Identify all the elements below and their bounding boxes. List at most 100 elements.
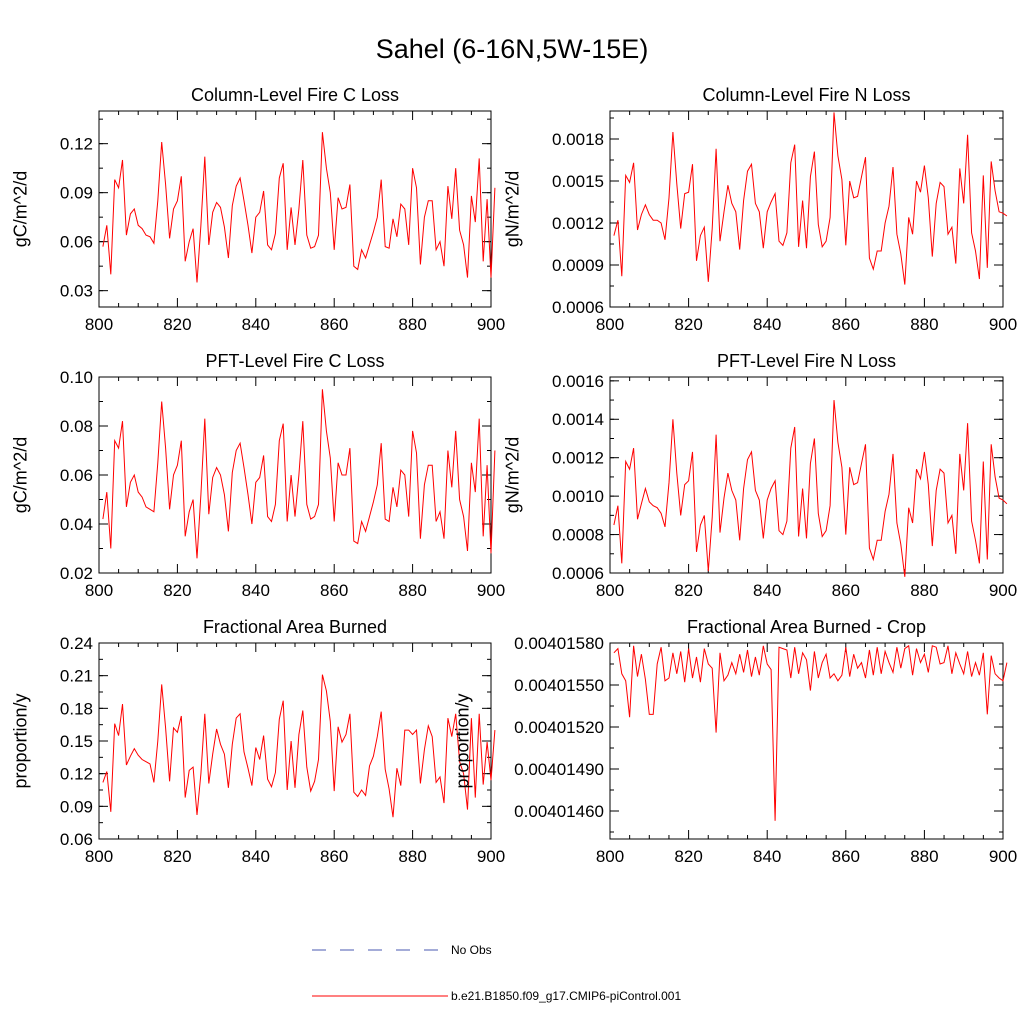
panel-title: PFT-Level Fire N Loss [717,351,896,371]
series-line [613,644,1008,821]
x-tick-label: 880 [398,847,426,866]
chart-panel-6: Fractional Area Burned - Crop proportion/… [452,617,1017,866]
x-tick-label: 820 [674,581,702,600]
x-tick-label: 900 [989,315,1017,334]
series-line [102,389,496,559]
y-axis-label: gC/m^2/d [10,437,30,513]
x-tick-label: 800 [85,847,113,866]
x-tick-label: 800 [85,581,113,600]
x-tick-label: 880 [910,847,938,866]
x-tick-label: 840 [242,847,270,866]
x-tick-label: 800 [596,581,624,600]
y-axis-label: gN/m^2/d [502,437,522,513]
y-tick-label: 0.09 [60,184,93,203]
y-tick-label: 0.15 [60,732,93,751]
legend: No Obs b.e21.B1850.f09_g17.CMIP6-piContro… [312,943,681,1003]
x-tick-label: 820 [674,847,702,866]
y-tick-label: 0.0009 [552,256,604,275]
x-tick-label: 900 [477,581,505,600]
y-tick-label: 0.0010 [552,487,604,506]
chart-panel-5: Fractional Area Burned proportion/y 800 820… [10,617,505,866]
x-tick-label: 900 [477,315,505,334]
legend-model-label: b.e21.B1850.f09_g17.CMIP6-piControl.001 [451,989,681,1003]
x-tick-label: 900 [477,847,505,866]
y-tick-label: 0.0008 [552,526,604,545]
y-tick-label: 0.0018 [552,130,604,149]
figure-title: Sahel (6-16N,5W-15E) [375,34,649,64]
plot-frame [609,642,1004,840]
plot-frame [609,110,1004,308]
y-tick-label: 0.0006 [552,564,604,583]
y-tick-label: 0.03 [60,282,93,301]
x-tick-label: 820 [163,847,191,866]
y-tick-label: 0.00401520 [514,718,604,737]
y-tick-label: 0.0012 [552,214,604,233]
y-tick-label: 0.0015 [552,172,604,191]
x-tick-label: 880 [398,581,426,600]
x-tick-label: 860 [320,581,348,600]
panel-title: PFT-Level Fire C Loss [205,351,384,371]
plot-frame [98,376,492,574]
x-tick-label: 820 [163,581,191,600]
x-tick-label: 860 [832,581,860,600]
x-tick-label: 820 [674,315,702,334]
y-axis-label: gC/m^2/d [10,171,30,247]
panel-title: Column-Level Fire N Loss [702,85,910,105]
y-axis-label: proportion/y [452,693,472,788]
plot-frame [98,110,492,308]
x-tick-label: 800 [85,315,113,334]
y-axis-label: proportion/y [10,693,30,788]
panel-title: Fractional Area Burned [203,617,387,637]
x-tick-label: 820 [163,315,191,334]
y-tick-label: 0.00401550 [514,676,604,695]
x-tick-label: 840 [753,847,781,866]
chart-panel-4: PFT-Level Fire N Loss gN/m^2/d 800 820 840 86… [502,351,1017,600]
x-tick-label: 880 [910,315,938,334]
y-tick-label: 0.12 [60,765,93,784]
series-line [613,112,1008,285]
y-tick-label: 0.02 [60,564,93,583]
y-tick-label: 0.06 [60,233,93,252]
panel-title: Column-Level Fire C Loss [191,85,399,105]
y-tick-label: 0.18 [60,699,93,718]
x-tick-label: 860 [832,847,860,866]
y-tick-label: 0.08 [60,417,93,436]
y-tick-label: 0.21 [60,667,93,686]
panel-title: Fractional Area Burned - Crop [687,617,926,637]
x-tick-label: 880 [398,315,426,334]
x-tick-label: 900 [989,581,1017,600]
chart-panel-1: Column-Level Fire C Loss gC/m^2/d 800 820 84… [10,85,505,334]
y-tick-label: 0.24 [60,634,93,653]
x-tick-label: 860 [832,315,860,334]
y-tick-label: 0.00401490 [514,760,604,779]
x-tick-label: 860 [320,847,348,866]
x-tick-label: 840 [242,315,270,334]
series-line [613,400,1008,577]
x-tick-label: 840 [753,581,781,600]
x-tick-label: 840 [242,581,270,600]
y-tick-label: 0.0012 [552,449,604,468]
y-tick-label: 0.06 [60,466,93,485]
y-axis-label: gN/m^2/d [502,171,522,247]
y-tick-label: 0.0016 [552,372,604,391]
y-tick-label: 0.06 [60,830,93,849]
x-tick-label: 900 [989,847,1017,866]
legend-no-obs-label: No Obs [451,943,492,957]
x-tick-label: 800 [596,315,624,334]
y-tick-label: 0.0006 [552,298,604,317]
series-line [102,674,496,818]
chart-panel-2: Column-Level Fire N Loss gN/m^2/d 800 820 84… [502,85,1017,334]
x-tick-label: 840 [753,315,781,334]
y-tick-label: 0.0014 [552,410,604,429]
y-tick-label: 0.00401460 [514,802,604,821]
y-tick-label: 0.12 [60,135,93,154]
y-tick-label: 0.00401580 [514,634,604,653]
x-tick-label: 880 [910,581,938,600]
x-tick-label: 800 [596,847,624,866]
series-line [102,132,496,283]
x-tick-label: 860 [320,315,348,334]
y-tick-label: 0.10 [60,368,93,387]
y-tick-label: 0.04 [60,515,93,534]
chart-panel-3: PFT-Level Fire C Loss gC/m^2/d 800 820 840 86… [10,351,505,600]
